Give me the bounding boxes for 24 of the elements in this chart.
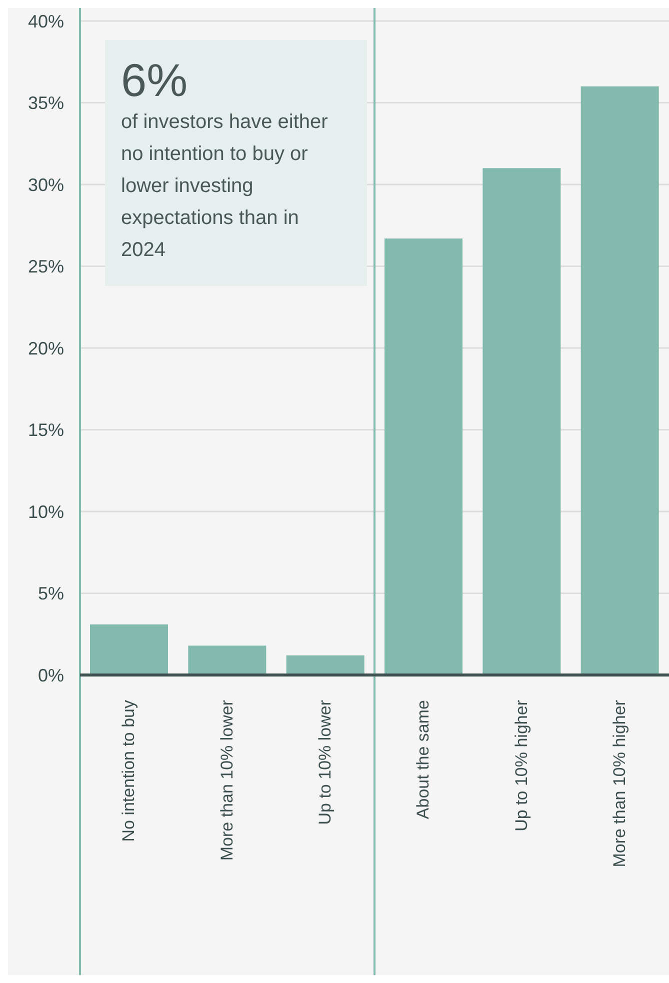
bar [580, 86, 659, 675]
y-tick-label: 30% [28, 174, 64, 195]
y-tick-label: 25% [28, 256, 64, 277]
y-tick-label: 10% [28, 502, 64, 522]
y-tick-label: 35% [28, 93, 64, 114]
x-tick-label: Up to 10% lower [315, 700, 334, 825]
annotation: 6% [121, 54, 188, 106]
x-tick-label: No intention to buy [119, 700, 138, 842]
y-tick-label: 0% [38, 665, 64, 686]
x-tick-label: More than 10% higher [610, 700, 629, 868]
annotation: of investors have either no intention to buy or lower investing expectations than in 2024 [121, 110, 329, 263]
bar [482, 168, 561, 675]
y-tick-label: 5% [38, 584, 64, 604]
bar [90, 624, 168, 675]
bar [384, 238, 462, 675]
x-tick-label: About the same [414, 700, 433, 820]
y-tick-label: 40% [28, 11, 64, 32]
bar [188, 646, 266, 675]
bar [286, 655, 364, 675]
y-tick-label: 20% [28, 338, 64, 358]
x-tick-label: Up to 10% higher [512, 700, 531, 832]
x-tick-label: More than 10% lower [217, 700, 236, 861]
callout-box: 6% of investors have either no intention to buy or lower investing expectations than in 2024 [105, 40, 367, 286]
y-tick-label: 15% [28, 420, 64, 440]
